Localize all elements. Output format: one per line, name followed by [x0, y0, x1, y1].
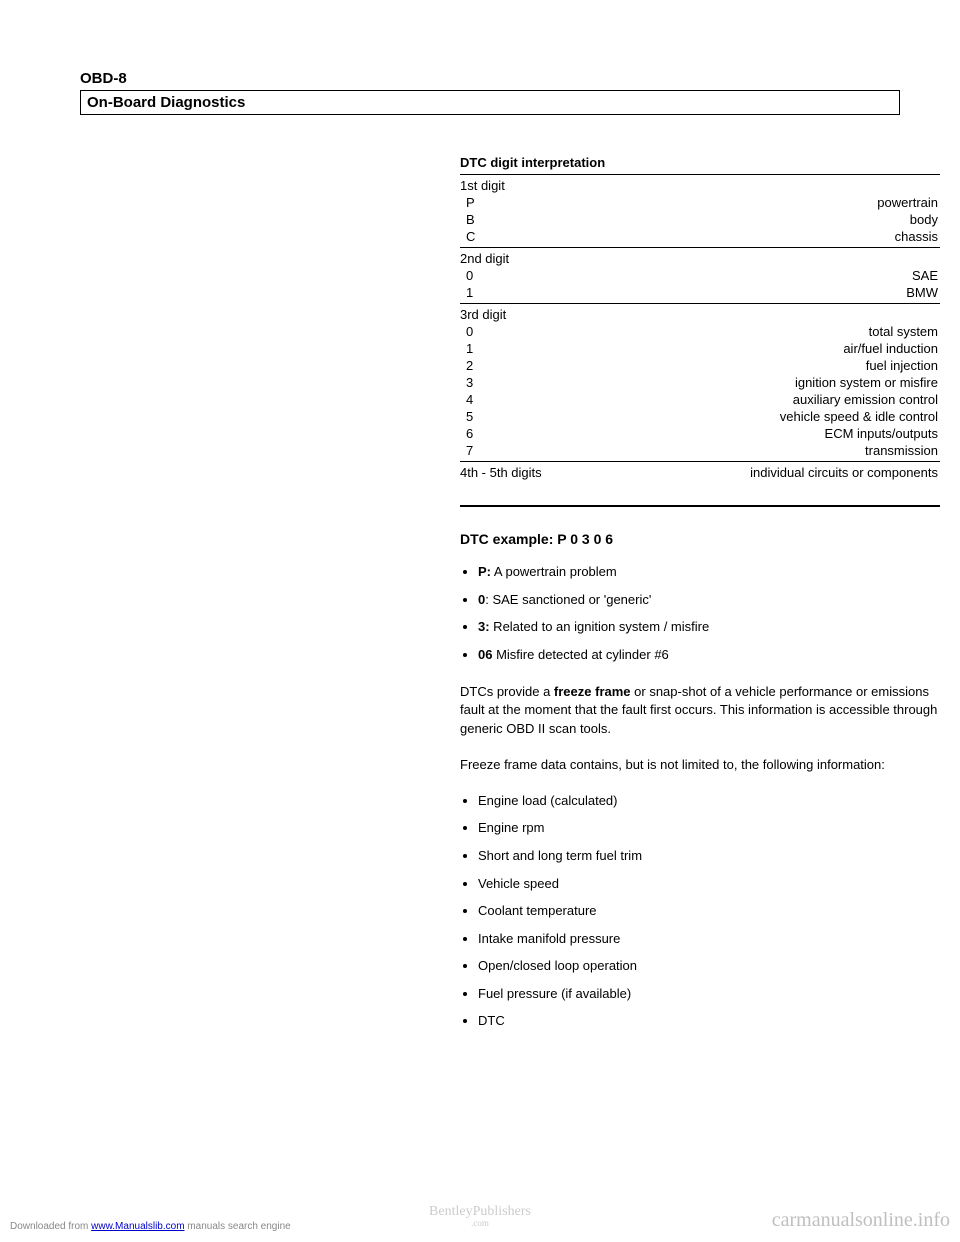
table-cell-code: 0: [460, 323, 607, 340]
footer-left: Downloaded from www.Manualslib.com manua…: [10, 1221, 291, 1232]
table-cell-code: 1: [460, 340, 607, 357]
table-row: 6ECM inputs/outputs: [460, 425, 940, 442]
example-bold: 06: [478, 647, 492, 662]
example-text: : SAE sanctioned or 'generic': [485, 592, 651, 607]
example-text: A powertrain problem: [491, 564, 617, 579]
list-item: 0: SAE sanctioned or 'generic': [478, 591, 940, 609]
table-cell-meaning: chassis: [607, 228, 940, 248]
table-row: 5vehicle speed & idle control: [460, 408, 940, 425]
table-group-header-right: [607, 175, 940, 195]
table-cell-code: C: [460, 228, 607, 248]
table-cell-code: 7: [460, 442, 607, 462]
table-cell-meaning: auxiliary emission control: [607, 391, 940, 408]
list-item: Short and long term fuel trim: [478, 847, 940, 865]
table-cell-meaning: air/fuel induction: [607, 340, 940, 357]
table-cell-code: 1: [460, 284, 607, 304]
footer-watermark-right: carmanualsonline.info: [772, 1209, 950, 1232]
para1-bold: freeze frame: [554, 684, 631, 699]
table-group-header-right: individual circuits or components: [607, 462, 940, 482]
table-cell-meaning: body: [607, 211, 940, 228]
list-item: Coolant temperature: [478, 902, 940, 920]
list-item: Vehicle speed: [478, 875, 940, 893]
section-title: On-Board Diagnostics: [80, 90, 900, 115]
table-cell-code: 3: [460, 374, 607, 391]
table-row: 0SAE: [460, 267, 940, 284]
table-cell-meaning: transmission: [607, 442, 940, 462]
table-row: Ppowertrain: [460, 194, 940, 211]
table-cell-code: B: [460, 211, 607, 228]
list-item: Intake manifold pressure: [478, 930, 940, 948]
footer-left-b: manuals search engine: [185, 1221, 291, 1232]
table-cell-meaning: fuel injection: [607, 357, 940, 374]
table-group-header: 2nd digit: [460, 248, 607, 268]
table-cell-meaning: SAE: [607, 267, 940, 284]
table-cell-meaning: BMW: [607, 284, 940, 304]
table-row: Cchassis: [460, 228, 940, 248]
list-item: Engine load (calculated): [478, 792, 940, 810]
list-item: Fuel pressure (if available): [478, 985, 940, 1003]
dtc-table-title: DTC digit interpretation: [460, 155, 940, 170]
list-item: Open/closed loop operation: [478, 957, 940, 975]
table-group-header-right: [607, 248, 940, 268]
para1-a: DTCs provide a: [460, 684, 554, 699]
footer-left-a: Downloaded from: [10, 1221, 91, 1232]
table-cell-code: 4: [460, 391, 607, 408]
freeze-frame-info-list: Engine load (calculated) Engine rpm Short …: [460, 792, 940, 1030]
table-cell-code: P: [460, 194, 607, 211]
table-row: 1BMW: [460, 284, 940, 304]
footer-center-sub: .com: [429, 1219, 531, 1228]
table-row: 0total system: [460, 323, 940, 340]
table-group-header-right: [607, 304, 940, 324]
example-text: Related to an ignition system / misfire: [490, 619, 710, 634]
footer-watermark-center: BentleyPublishers .com: [429, 1205, 531, 1228]
table-cell-code: 6: [460, 425, 607, 442]
table-row: 3ignition system or misfire: [460, 374, 940, 391]
page-label: OBD-8: [80, 70, 900, 87]
list-item: DTC: [478, 1012, 940, 1030]
footer-link[interactable]: www.Manualslib.com: [91, 1221, 184, 1232]
list-item: 06 Misfire detected at cylinder #6: [478, 646, 940, 664]
page-container: OBD-8 On-Board Diagnostics DTC digit int…: [0, 0, 960, 1090]
table-row: 7transmission: [460, 442, 940, 462]
list-item: P: A powertrain problem: [478, 563, 940, 581]
dtc-example-heading: DTC example: P 0 3 0 6: [460, 531, 940, 547]
table-row: 1air/fuel induction: [460, 340, 940, 357]
table-cell-meaning: ignition system or misfire: [607, 374, 940, 391]
table-bottom-rule: [460, 505, 940, 507]
table-row: 4auxiliary emission control: [460, 391, 940, 408]
dtc-interpretation-table: 1st digitPpowertrainBbodyCchassis2nd dig…: [460, 174, 940, 481]
freeze-frame-intro: Freeze frame data contains, but is not l…: [460, 756, 940, 774]
example-bold: P:: [478, 564, 491, 579]
table-cell-code: 2: [460, 357, 607, 374]
list-item: Engine rpm: [478, 819, 940, 837]
table-group-header: 1st digit: [460, 175, 607, 195]
footer-center-main: BentleyPublishers: [429, 1204, 531, 1219]
table-cell-meaning: total system: [607, 323, 940, 340]
list-item: 3: Related to an ignition system / misfi…: [478, 618, 940, 636]
table-cell-meaning: vehicle speed & idle control: [607, 408, 940, 425]
table-cell-code: 5: [460, 408, 607, 425]
table-group-header: 4th - 5th digits: [460, 462, 607, 482]
example-bold: 3:: [478, 619, 490, 634]
table-cell-code: 0: [460, 267, 607, 284]
table-row: 2fuel injection: [460, 357, 940, 374]
dtc-example-list: P: A powertrain problem 0: SAE sanctioned…: [460, 563, 940, 663]
content-column: DTC digit interpretation 1st digitPpower…: [460, 155, 940, 1030]
table-cell-meaning: powertrain: [607, 194, 940, 211]
table-cell-meaning: ECM inputs/outputs: [607, 425, 940, 442]
example-text: Misfire detected at cylinder #6: [492, 647, 668, 662]
freeze-frame-paragraph: DTCs provide a freeze frame or snap-shot…: [460, 683, 940, 738]
table-group-header: 3rd digit: [460, 304, 607, 324]
table-row: Bbody: [460, 211, 940, 228]
